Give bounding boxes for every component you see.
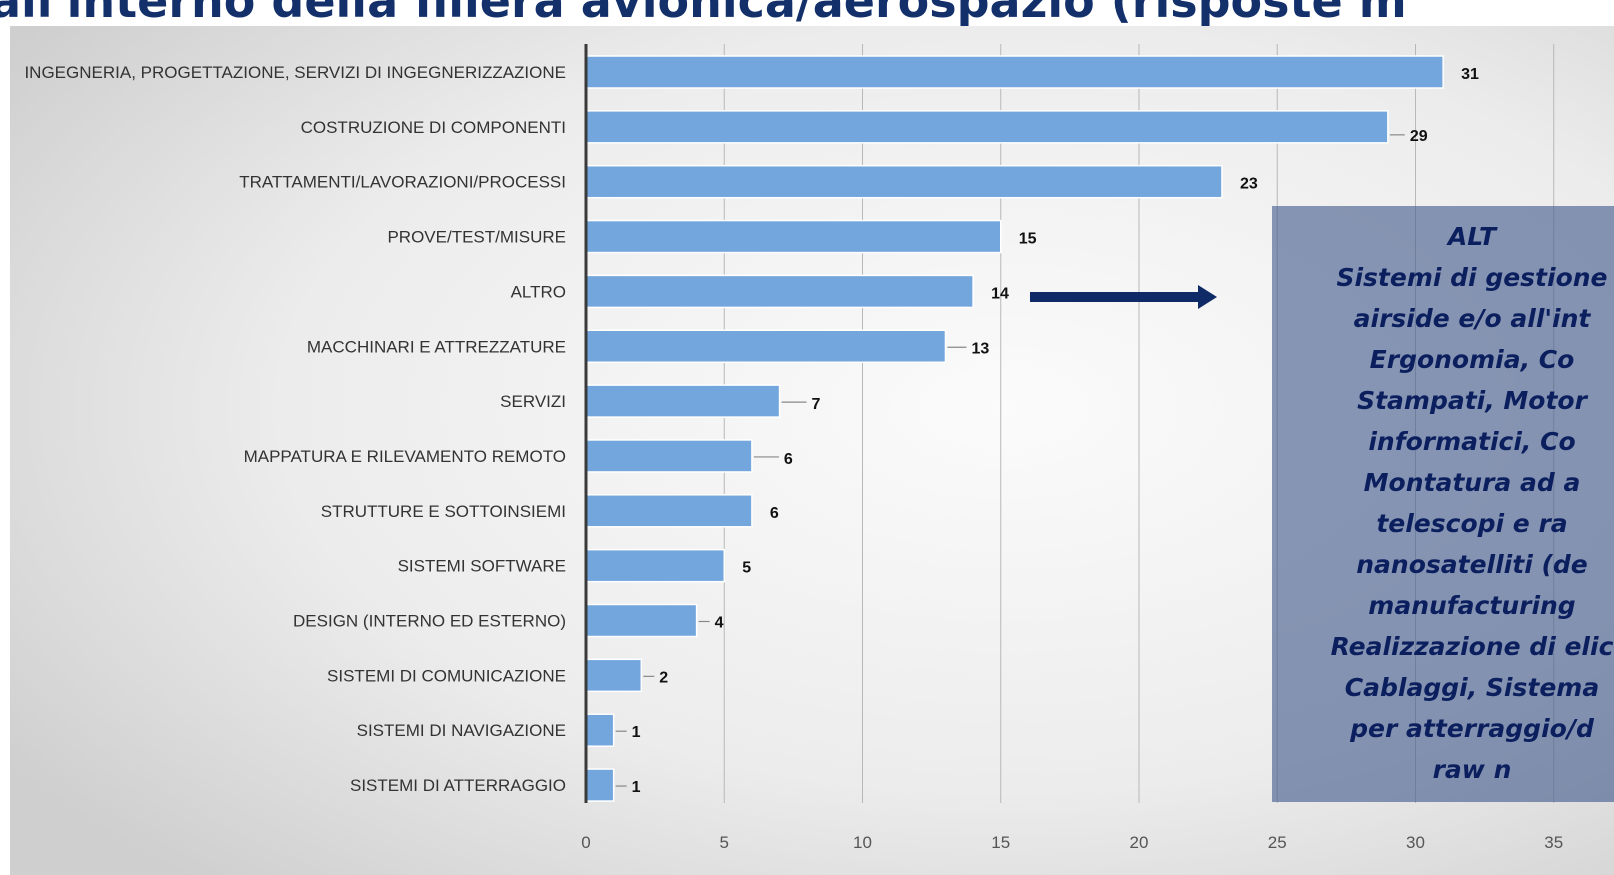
note-line: telescopi e ra	[1376, 509, 1568, 538]
note-line: ALT	[1447, 222, 1497, 251]
category-label: COSTRUZIONE DI COMPONENTI	[301, 118, 566, 137]
data-label: 13	[971, 340, 989, 357]
arrow	[1030, 285, 1217, 309]
category-label: TRATTAMENTI/LAVORAZIONI/PROCESSI	[239, 173, 566, 192]
bar	[585, 219, 1002, 254]
category-label: SISTEMI DI COMUNICAZIONE	[327, 666, 566, 685]
note-line: Realizzazione di elic	[1330, 632, 1614, 661]
category-label: STRUTTURE E SOTTOINSIEMI	[321, 502, 566, 521]
category-label: ALTRO	[511, 282, 566, 301]
note-line: informatici, Co	[1368, 427, 1576, 456]
data-label: 29	[1410, 128, 1428, 145]
data-label: 6	[770, 505, 779, 522]
bar	[585, 494, 753, 528]
arrow-head	[1198, 285, 1217, 309]
x-tick-label: 30	[1406, 833, 1425, 852]
bar	[585, 164, 1223, 199]
category-label: INGEGNERIA, PROGETTAZIONE, SERVIZI DI IN…	[24, 63, 566, 82]
bar	[585, 55, 1444, 89]
note-line: airside e/o all'int	[1353, 304, 1591, 333]
x-tick-label: 10	[853, 833, 872, 852]
bar	[585, 110, 1389, 144]
category-label: PROVE/TEST/MISURE	[387, 228, 566, 247]
note-line: Sistemi di gestione	[1336, 263, 1608, 292]
note-line: raw n	[1432, 755, 1512, 784]
data-label: 5	[742, 560, 751, 577]
x-tick-label: 5	[720, 833, 729, 852]
bar	[585, 439, 753, 473]
data-label: 15	[1019, 231, 1037, 248]
note-line: per atterraggio/d	[1350, 714, 1594, 743]
x-tick-label: 0	[581, 833, 590, 852]
note-line: Montatura ad a	[1363, 468, 1581, 497]
category-label: SISTEMI DI ATTERRAGGIO	[350, 776, 566, 795]
x-tick-label: 20	[1130, 833, 1149, 852]
note-box: ALT Sistemi di gestione airside e/o all'in…	[1272, 206, 1614, 802]
category-label: MACCHINARI E ATTREZZATURE	[307, 337, 566, 356]
bar	[585, 768, 615, 802]
category-label: SISTEMI DI NAVIGAZIONE	[357, 721, 566, 740]
bar	[585, 274, 974, 309]
arrow-shaft	[1030, 292, 1200, 302]
bar	[585, 713, 615, 747]
note-text: ALT Sistemi di gestione airside e/o all'in…	[1272, 216, 1614, 790]
chart-title: all'interno della filiera avionica/aeros…	[0, 0, 1407, 28]
note-line: nanosatelliti (de	[1356, 550, 1588, 579]
data-label: 23	[1240, 176, 1258, 193]
data-label: 4	[715, 615, 724, 632]
category-label: SERVIZI	[500, 392, 566, 411]
note-line: Stampati, Motor	[1357, 386, 1587, 415]
x-tick-label: 35	[1544, 833, 1563, 852]
x-tick-label: 15	[991, 833, 1010, 852]
data-label: 1	[632, 779, 641, 796]
data-label: 2	[659, 669, 668, 686]
data-label: 14	[991, 285, 1009, 302]
bar	[585, 603, 698, 638]
data-label: 1	[632, 724, 641, 741]
note-line: Cablaggi, Sistema	[1344, 673, 1600, 702]
category-label: SISTEMI SOFTWARE	[398, 557, 566, 576]
bar	[585, 329, 947, 363]
data-label: 7	[812, 396, 821, 413]
x-tick-label: 25	[1268, 833, 1287, 852]
note-line: manufacturing	[1368, 591, 1576, 620]
bar	[585, 658, 643, 693]
data-label: 6	[784, 451, 793, 468]
category-label: DESIGN (INTERNO ED ESTERNO)	[293, 612, 566, 631]
category-label: MAPPATURA E RILEVAMENTO REMOTO	[244, 447, 566, 466]
data-label: 31	[1461, 66, 1479, 83]
bar	[585, 384, 781, 418]
bar	[585, 548, 725, 583]
note-line: Ergonomia, Co	[1369, 345, 1575, 374]
